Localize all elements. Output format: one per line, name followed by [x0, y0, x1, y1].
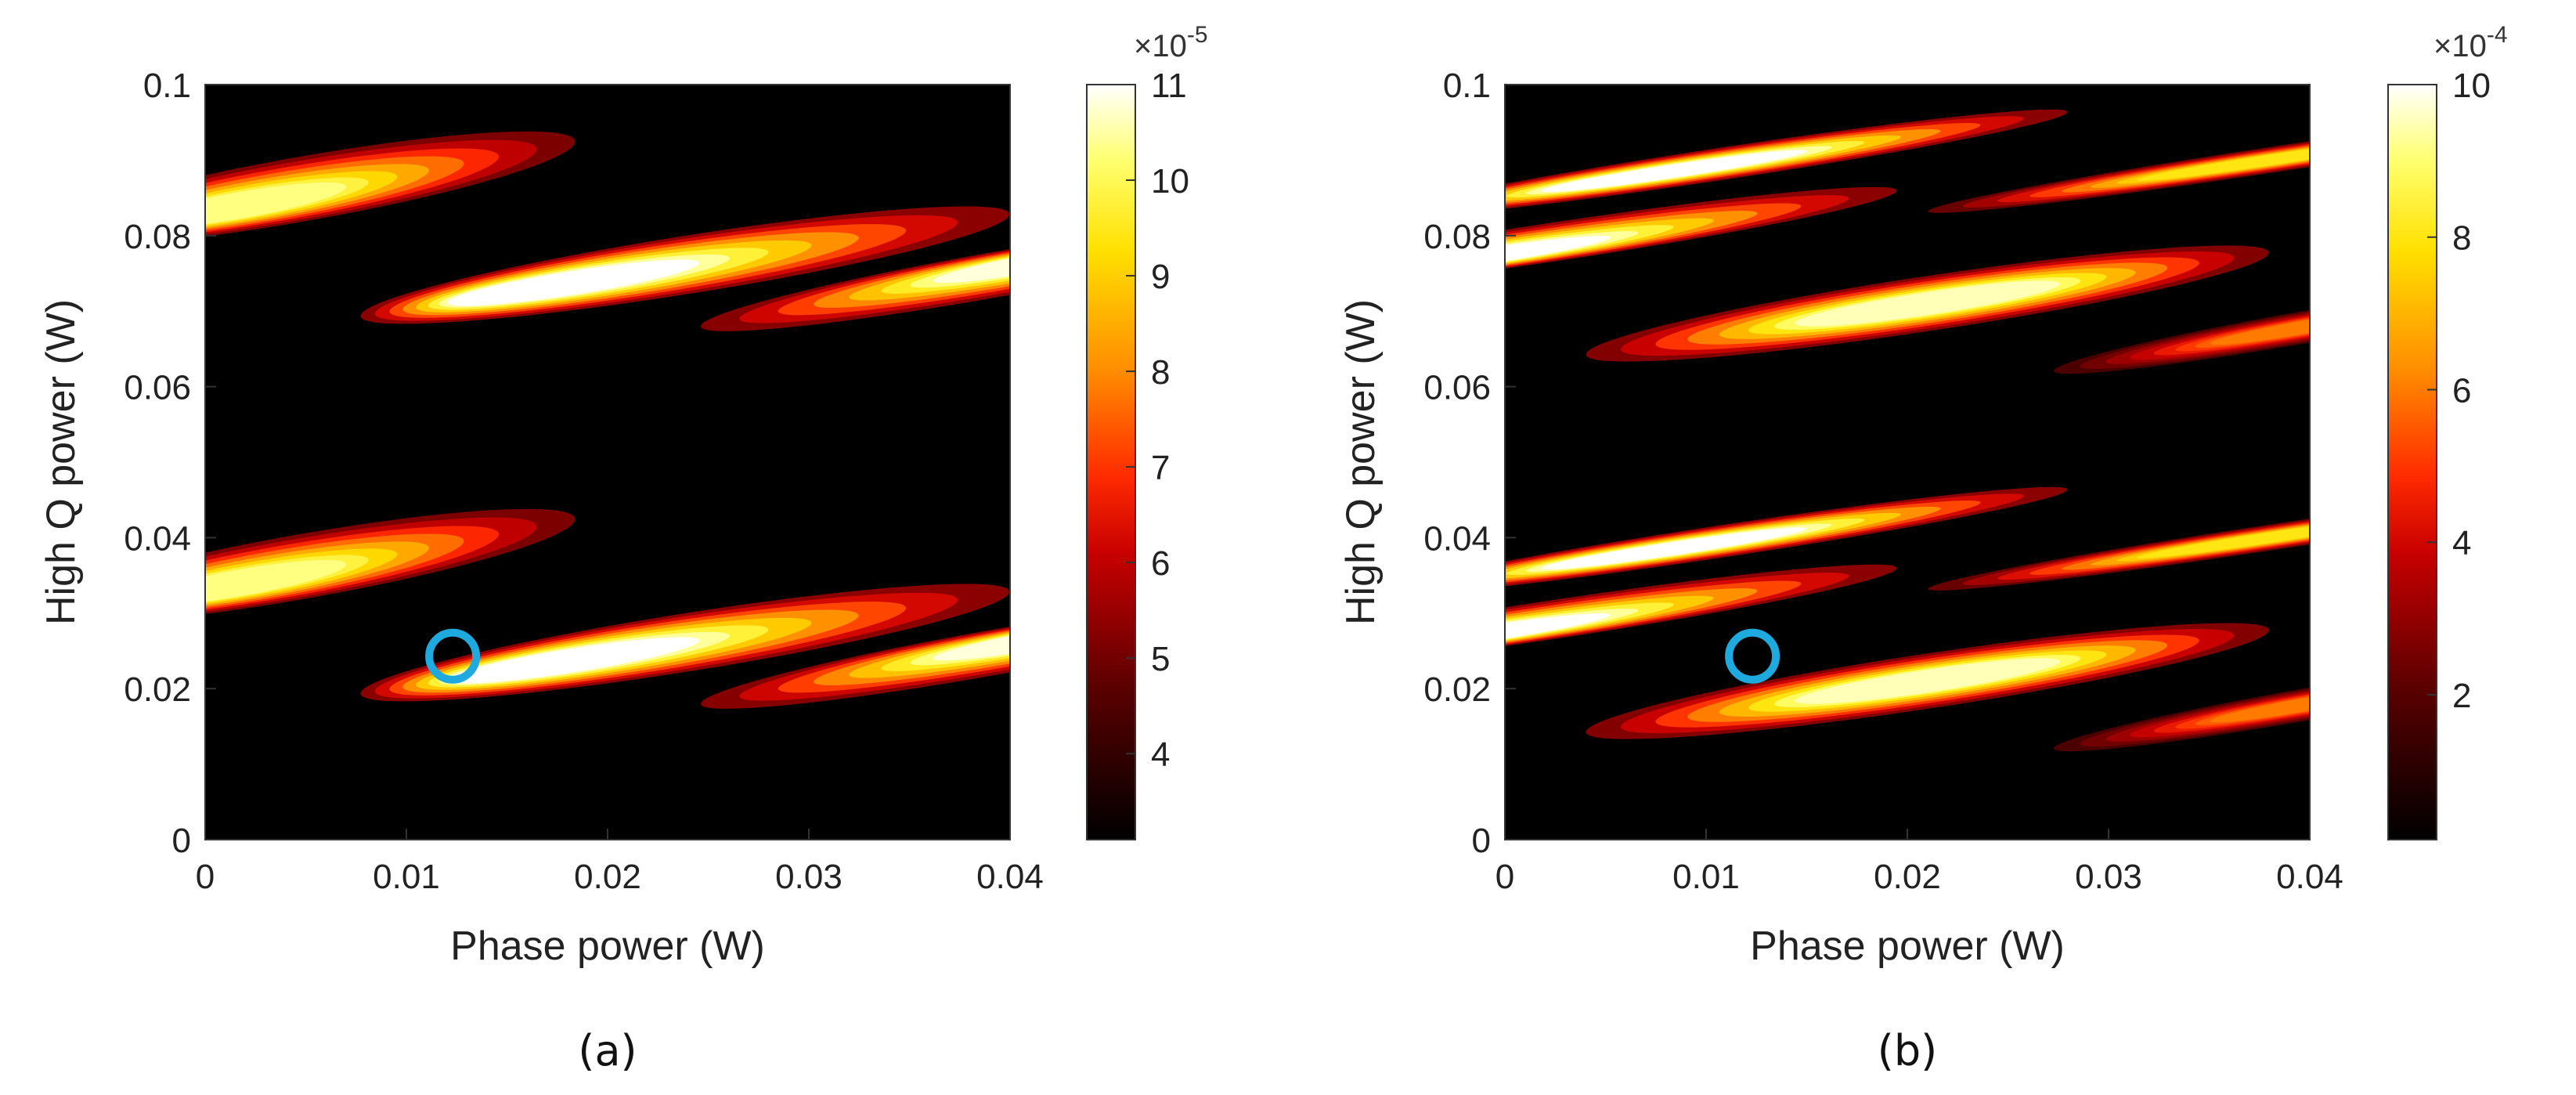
- x-axis-label-b: Phase power (W): [1750, 923, 2065, 969]
- contour-lobe: [360, 584, 1010, 702]
- y-tick-label: 0.1: [143, 67, 191, 105]
- colorbar-tick-label: 2: [2452, 677, 2471, 715]
- y-tick-label: 0.04: [124, 519, 191, 558]
- colorbar-tick-label: 5: [1151, 640, 1170, 678]
- x-tick-label: 0.01: [1672, 858, 1740, 896]
- y-tick-label: 0.08: [124, 218, 191, 256]
- contour-lobe: [2053, 656, 2310, 752]
- colorbar-ticks-b: 2 4 6 8 10: [2427, 67, 2491, 715]
- y-tick-label: 0.1: [1443, 67, 1491, 105]
- x-tick-label: 0.01: [373, 858, 440, 896]
- colorbar-tick-label: 6: [2452, 371, 2471, 410]
- contour-level: [933, 616, 1010, 661]
- y-ticks-a: 0 0.02 0.04 0.06 0.08 0.1: [124, 67, 216, 860]
- x-tick-label: 0.02: [574, 858, 641, 896]
- colorbar-ticks-a: 4 5 6 7 8 9 10 11: [1126, 67, 1189, 774]
- y-tick-label: 0.08: [1423, 218, 1491, 256]
- contour-lobe: [701, 597, 1010, 709]
- colorbar-tick-label: 7: [1151, 449, 1170, 487]
- y-tick-label: 0.04: [1423, 519, 1491, 558]
- contour-lobe: [1505, 109, 2068, 217]
- contour-level: [447, 637, 700, 684]
- contour-level: [2136, 517, 2310, 558]
- x-ticks-b: 0 0.01 0.02 0.03 0.04: [1495, 829, 2343, 896]
- contour-level: [1541, 150, 1807, 193]
- operating-point-marker-a: [425, 628, 481, 684]
- colorbar-b: [2387, 84, 2437, 840]
- x-tick-label: 0: [1495, 858, 1514, 896]
- y-axis-label-b: High Q power (W): [1338, 299, 1384, 625]
- panel-label-b: (b): [1878, 1026, 1937, 1075]
- y-tick-label: 0: [172, 822, 191, 860]
- contour-lobe: [701, 219, 1010, 331]
- contour-lobe: [360, 206, 1010, 324]
- colorbar-tick-label: 8: [2452, 219, 2471, 258]
- y-tick-label: 0.06: [1423, 369, 1491, 407]
- contour-level: [1795, 280, 2061, 327]
- colorbar-tick-label: 10: [2452, 67, 2491, 105]
- y-tick-label: 0: [1472, 822, 1491, 860]
- colorbar-a: [1086, 84, 1136, 840]
- contour-level: [2136, 139, 2310, 181]
- x-ticks-a: 0 0.01 0.02 0.03 0.04: [196, 829, 1044, 896]
- chart-a: 0 0.01 0.02 0.03 0.04 0 0.02 0.04 0.06 0.08 0.1 P…: [38, 22, 1208, 1075]
- contour-lobe: [1586, 245, 2269, 362]
- y-axis-label-a: High Q power (W): [38, 299, 84, 625]
- contour-lobe: [205, 131, 575, 247]
- x-tick-label: 0.03: [775, 858, 842, 896]
- x-tick-label: 0.02: [1874, 858, 1941, 896]
- colorbar-tick-label: 6: [1151, 544, 1170, 583]
- colorbar-tick-label: 4: [2452, 524, 2471, 562]
- panel-label-a: (a): [578, 1026, 637, 1075]
- x-tick-label: 0.04: [2276, 858, 2343, 896]
- colorbar-exponent-b: ×10-4: [2433, 22, 2508, 63]
- contour-level: [205, 182, 347, 229]
- contour-lobe: [1586, 623, 2269, 739]
- y-tick-label: 0.02: [1423, 670, 1491, 709]
- contour-level: [1505, 236, 1611, 279]
- contour-lobe: [1505, 486, 2068, 594]
- chart-b: 0 0.01 0.02 0.03 0.04 0 0.02 0.04 0.06 0.08 0.1 P…: [1338, 22, 2508, 1075]
- x-tick-label: 0.04: [976, 858, 1044, 896]
- colorbar-tick-label: 8: [1151, 353, 1170, 392]
- contour-level: [447, 259, 700, 306]
- contour-lobe: [2053, 278, 2310, 374]
- contour-level: [205, 559, 347, 606]
- y-ticks-b: 0 0.02 0.04 0.06 0.08 0.1: [1423, 67, 1516, 860]
- contour-level: [2210, 685, 2310, 723]
- contour-level: [1795, 658, 2061, 704]
- colorbar-tick-label: 9: [1151, 258, 1170, 296]
- colorbar-exponent-a: ×10-5: [1134, 22, 1208, 63]
- contour-level: [1541, 527, 1807, 570]
- heatmap-region-a: [205, 131, 1010, 709]
- contour-level: [933, 239, 1010, 284]
- x-tick-label: 0: [196, 858, 215, 896]
- contour-lobe: [1928, 107, 2310, 213]
- colorbar-tick-label: 11: [1151, 67, 1187, 105]
- y-tick-label: 0.02: [124, 670, 191, 709]
- contour-lobe: [1928, 484, 2310, 591]
- operating-point-marker-b: [1725, 628, 1780, 684]
- x-axis-label-a: Phase power (W): [450, 923, 765, 969]
- colorbar-tick-label: 4: [1151, 735, 1170, 774]
- contour-level: [1505, 613, 1611, 656]
- y-tick-label: 0.06: [124, 369, 191, 407]
- colorbar-tick-label: 10: [1151, 162, 1189, 201]
- x-tick-label: 0.03: [2075, 858, 2142, 896]
- contour-level: [2210, 307, 2310, 345]
- contour-lobe: [205, 508, 575, 624]
